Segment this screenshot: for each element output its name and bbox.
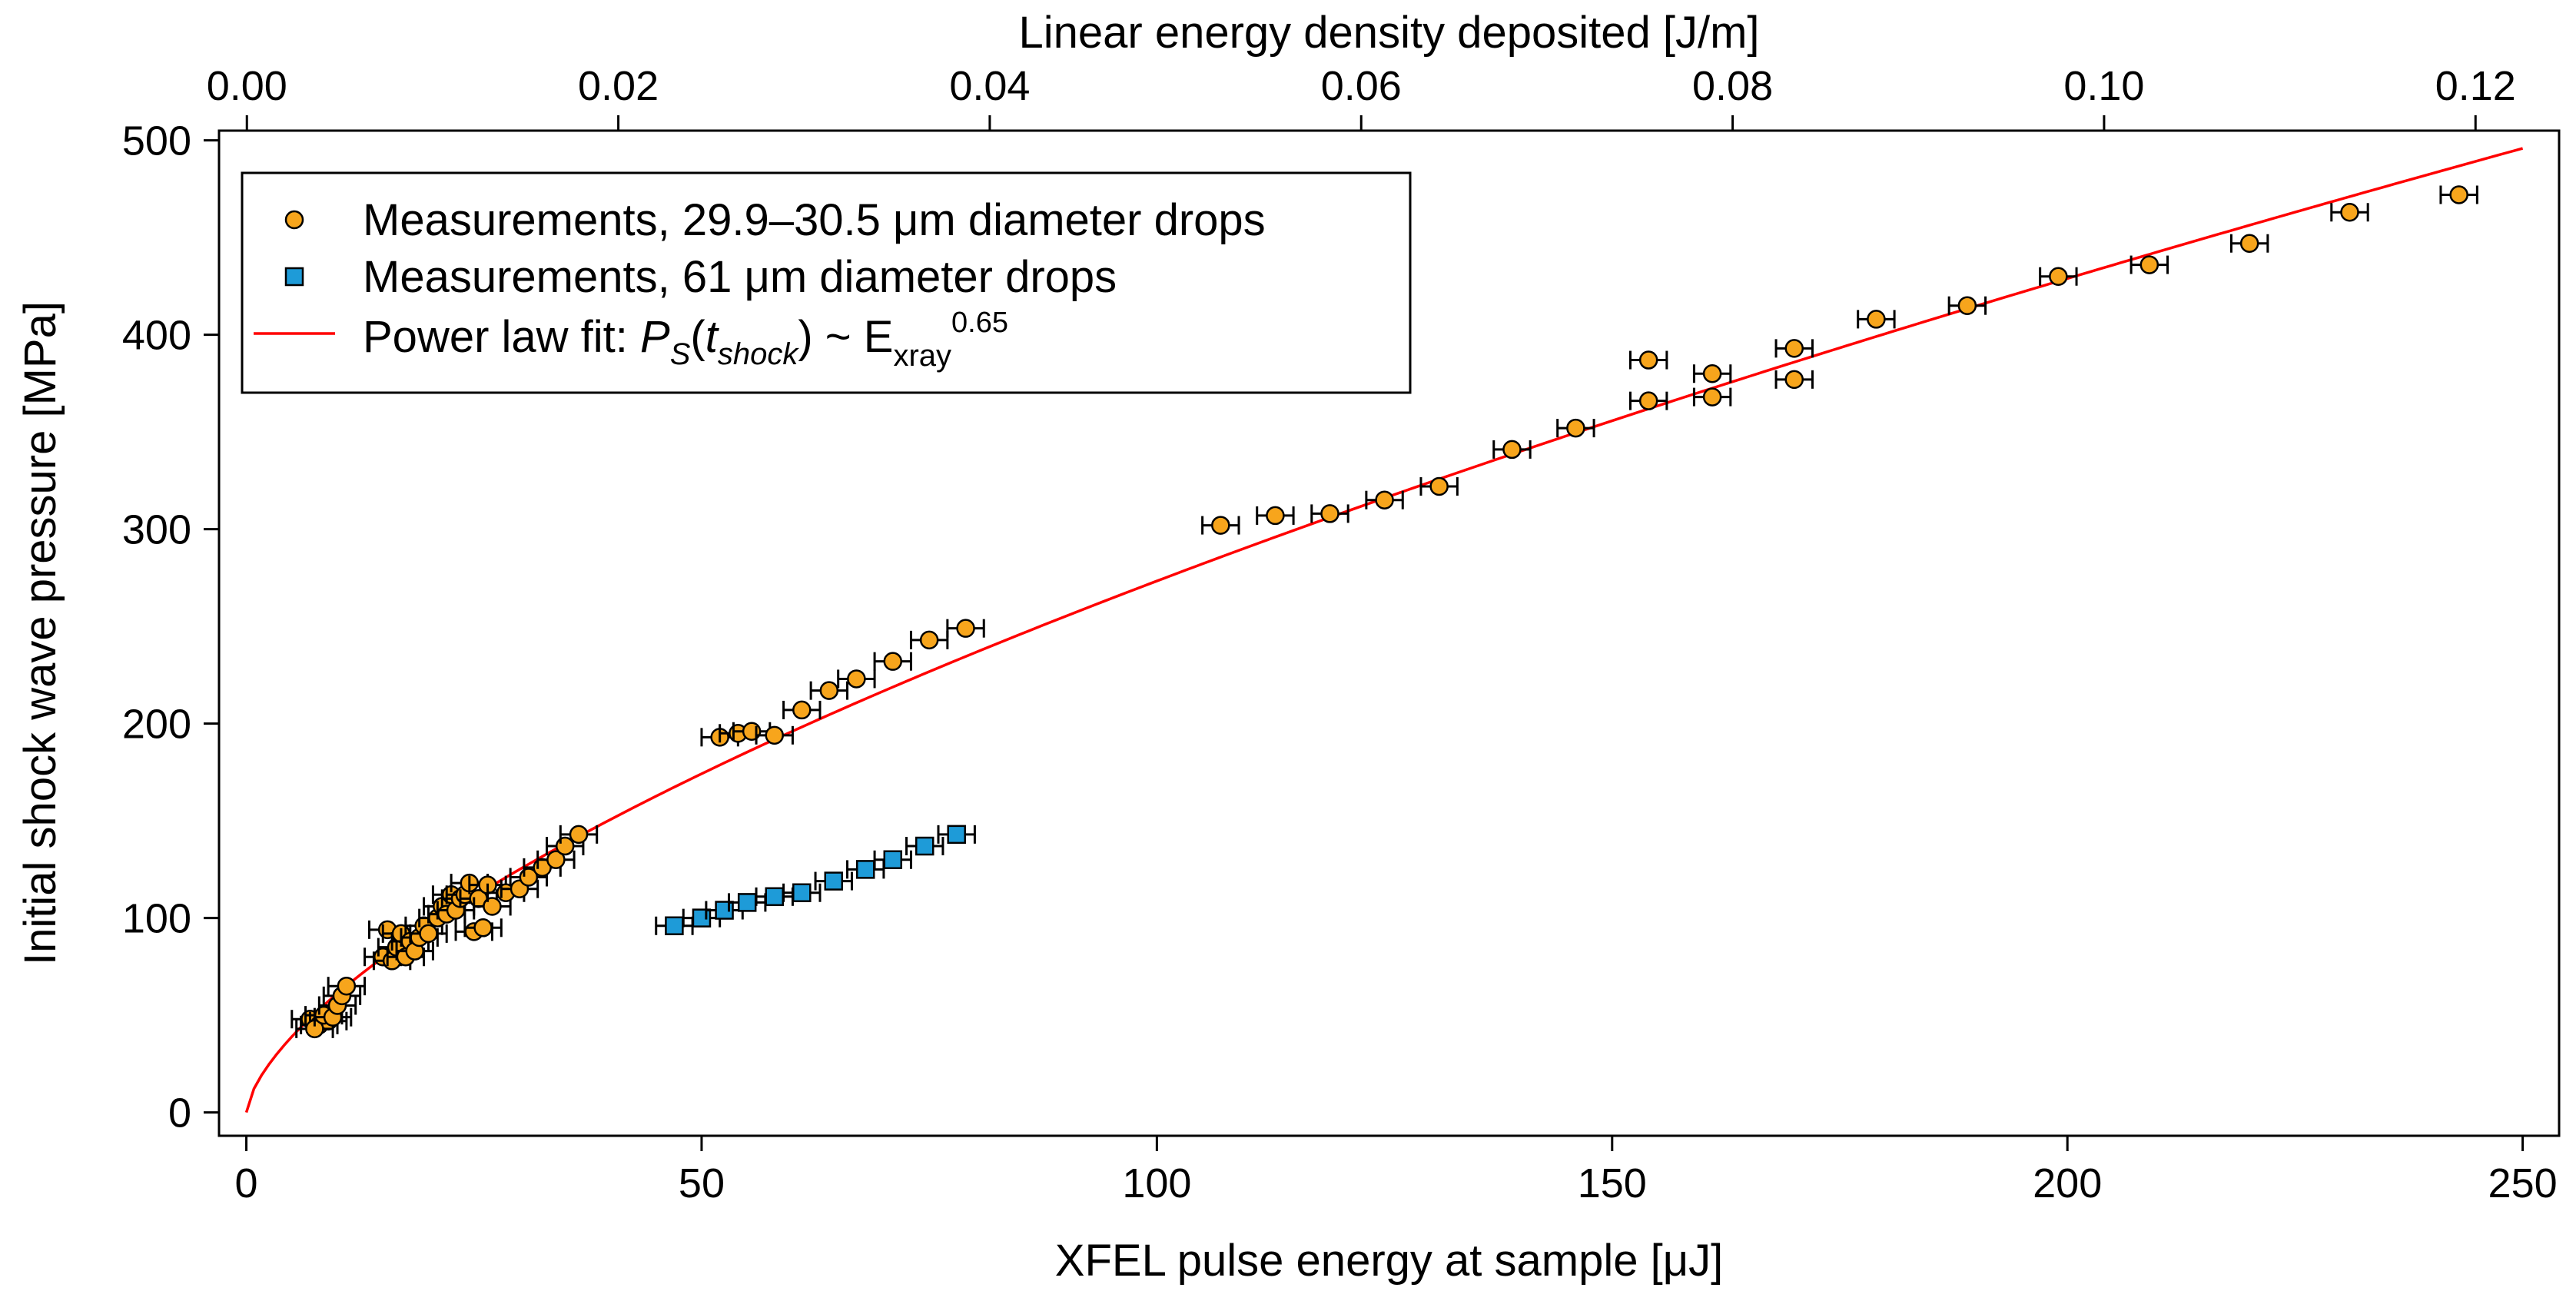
fit-subscript-shock: shock <box>718 337 799 371</box>
data-point-circle <box>2139 255 2159 274</box>
data-point-circle <box>2340 203 2359 222</box>
x-axis-title: XFEL pulse energy at sample [μJ] <box>1055 1236 1723 1286</box>
data-point-circle <box>1957 296 1977 315</box>
top-x-tick-label: 0.10 <box>2063 63 2144 109</box>
fit-subscript-s: S <box>670 337 691 371</box>
data-point-circle <box>473 918 493 938</box>
y-tick-label: 100 <box>122 896 191 942</box>
legend-box <box>241 171 1412 394</box>
fit-paren-open: ( <box>690 312 705 362</box>
data-point-circle <box>742 722 762 742</box>
data-point-square <box>765 887 784 907</box>
data-point-circle <box>569 825 589 845</box>
data-point-circle <box>1566 418 1585 438</box>
data-point-square <box>824 871 844 891</box>
legend-label-large-drops: Measurements, 61 μm diameter drops <box>363 252 1117 302</box>
data-point-circle <box>2449 185 2468 204</box>
x-tick-label: 150 <box>1578 1160 1647 1206</box>
data-point-circle <box>765 725 784 745</box>
data-point-circle <box>1211 516 1230 535</box>
data-point-circle <box>1320 504 1339 523</box>
data-point-circle <box>483 897 502 916</box>
plot-frame <box>217 129 2561 1137</box>
data-point-square <box>915 836 934 856</box>
data-point-circle <box>2049 267 2068 286</box>
data-point-square <box>947 825 966 845</box>
fit-paren-close: ) ~ E <box>798 312 893 362</box>
top-x-tick-label: 0.02 <box>578 63 659 109</box>
data-point-circle <box>2239 234 2259 253</box>
axes-group: 0 50 100 150 200 250 0 100 200 300 400 500 0.00 0.02 0… <box>122 63 2558 1206</box>
top-x-tick-label: 0.00 <box>207 63 287 109</box>
x-tick-label: 0 <box>235 1160 258 1206</box>
data-point-circle <box>847 669 866 689</box>
data-point-circle <box>1784 370 1804 390</box>
x-tick-label: 250 <box>2488 1160 2558 1206</box>
y-axis-title: Initial shock wave pressure [MPa] <box>15 301 65 965</box>
data-point-circle <box>792 700 812 720</box>
top-x-tick-label: 0.08 <box>1692 63 1773 109</box>
fit-subscript-xray: xray <box>893 339 951 373</box>
legend-label-small-drops: Measurements, 29.9–30.5 μm diameter drop… <box>363 195 1266 245</box>
data-point-square <box>883 850 903 869</box>
legend-label-fit: Power law fit: PS(tshock) ~ Exray0.65 <box>363 307 1008 373</box>
data-point-square <box>792 883 812 903</box>
top-x-axis-title: Linear energy density deposited [J/m] <box>1019 8 1760 58</box>
data-point-square <box>855 860 875 879</box>
legend: Measurements, 29.9–30.5 μm diameter drop… <box>241 171 1412 394</box>
top-x-tick-label: 0.04 <box>949 63 1030 109</box>
data-point-circle <box>1266 506 1285 526</box>
top-x-tick-label: 0.06 <box>1321 63 1402 109</box>
data-point-circle <box>919 630 939 650</box>
data-point-circle <box>956 619 975 638</box>
data-point-circle <box>1784 339 1804 358</box>
data-point-square <box>715 901 734 920</box>
data-points-group <box>290 185 2478 1039</box>
data-point-square <box>692 908 712 928</box>
plot-frame-rect <box>217 129 2561 1137</box>
data-point-circle <box>419 924 438 944</box>
legend-marker-circle <box>284 210 304 230</box>
data-point-circle <box>337 976 357 996</box>
fit-exponent: 0.65 <box>951 307 1008 339</box>
data-point-circle <box>1702 363 1722 383</box>
x-tick-label: 200 <box>2033 1160 2102 1206</box>
data-point-circle <box>819 681 839 700</box>
data-point-circle <box>546 850 566 869</box>
data-point-circle <box>1638 391 1658 410</box>
data-point-circle <box>1429 476 1449 496</box>
data-point-square <box>737 893 757 912</box>
fit-prefix: Power law fit: <box>363 312 640 362</box>
x-tick-label: 100 <box>1122 1160 1191 1206</box>
y-tick-label: 500 <box>122 118 191 164</box>
x-tick-label: 50 <box>679 1160 725 1206</box>
y-tick-label: 0 <box>168 1090 191 1137</box>
data-point-circle <box>1638 350 1658 370</box>
y-tick-label: 200 <box>122 702 191 748</box>
data-point-square <box>665 916 684 936</box>
y-tick-label: 300 <box>122 507 191 553</box>
data-point-circle <box>1867 310 1886 329</box>
legend-marker-square <box>284 267 304 287</box>
fit-symbol-t: t <box>705 312 720 362</box>
data-point-circle <box>883 652 903 671</box>
data-point-circle <box>1702 387 1722 407</box>
data-point-circle <box>1375 490 1394 509</box>
data-point-circle <box>1502 440 1522 460</box>
top-x-tick-label: 0.12 <box>2435 63 2516 109</box>
data-point-circle <box>555 836 575 856</box>
y-tick-label: 400 <box>122 313 191 359</box>
fit-symbol-p: P <box>640 312 670 362</box>
